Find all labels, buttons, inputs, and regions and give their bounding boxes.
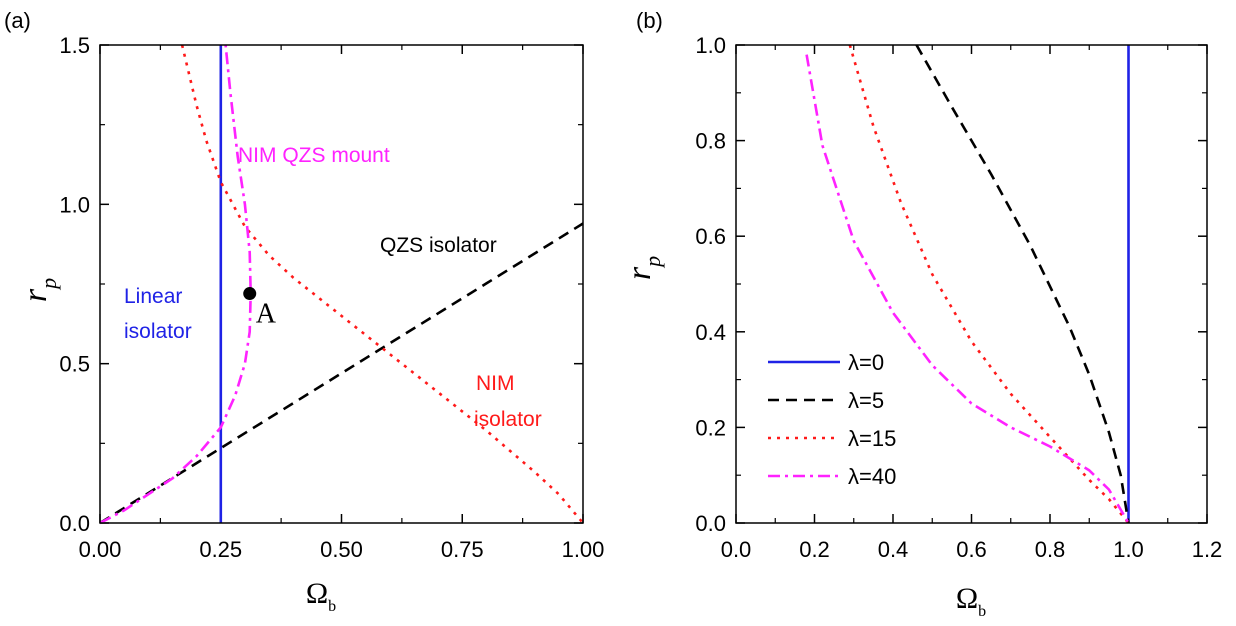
panel-b-x-tick-label: 0.8	[1035, 537, 1066, 562]
panel-a-y-tick-label: 1.0	[59, 192, 90, 217]
panel-b-y-tick-label: 0.2	[695, 415, 726, 440]
svg-text:Ωb: Ωb	[956, 582, 986, 620]
panel-b-ticks: 0.0 0.2 0.4 0.6 0.8 1.0 1.2 0.0 0.2 0.4 0.6 0.8 1.0	[695, 33, 1222, 562]
panel-b-x-tick-label: 0.0	[721, 537, 752, 562]
panel-a-x-tick-label: 0.50	[320, 537, 363, 562]
panel-b-x-tick-label: 0.2	[799, 537, 830, 562]
panel-b-y-axis-label-main: r	[621, 266, 658, 280]
panel-b-x-tick-label: 1.2	[1192, 537, 1223, 562]
panel-a-y-tick-label: 1.5	[59, 33, 90, 58]
panel-a: (a) 0.00 0.25 0.50 0.75 1.00 0.0 0.5 1.0 1.5 A N…	[4, 8, 604, 615]
legend-label: λ=0	[848, 350, 884, 375]
panel-a-annotation-linear-1: Linear	[124, 285, 182, 308]
panel-b-x-axis-label-sub: b	[978, 603, 986, 620]
panel-a-annotation-nimqzs: NIM QZS mount	[238, 144, 390, 167]
panel-b-x-tick-label: 0.4	[878, 537, 909, 562]
panel-a-x-axis-label: Ωb	[306, 577, 336, 615]
panel-a-ticks: 0.00 0.25 0.50 0.75 1.00 0.0 0.5 1.0 1.5	[59, 33, 604, 562]
panel-b-series-lambda-3	[805, 54, 1130, 524]
panel-b: (b) 0.0 0.2 0.4 0.6 0.8 1.0 1.2 0.0 0.2 0.4 0.6 0.8…	[621, 8, 1222, 620]
panel-b-y-tick-label: 0.6	[695, 224, 726, 249]
panel-a-annotation-qzs: QZS isolator	[380, 234, 497, 257]
panel-b-series-lambda-1	[915, 44, 1130, 524]
point-a-label: A	[256, 299, 277, 330]
panel-b-x-axis-label: Ωb	[956, 582, 986, 620]
panel-b-y-tick-label: 0.4	[695, 320, 726, 345]
panel-a-annotation-nim-2: isolator	[474, 408, 542, 431]
panel-a-y-axis-label-main: r	[17, 288, 54, 302]
panel-b-x-axis-label-main: Ω	[956, 582, 978, 615]
legend-label: λ=5	[848, 388, 884, 413]
panel-a-label: (a)	[4, 8, 31, 33]
panel-a-y-axis-label-sub: p	[36, 278, 61, 291]
panel-a-x-tick-label: 0.00	[79, 537, 122, 562]
panel-b-y-tick-label: 0.8	[695, 129, 726, 154]
panel-a-annotation-nim-1: NIM	[476, 372, 515, 395]
panel-b-legend: λ=0 λ=5 λ=15 λ=40	[768, 350, 896, 489]
panel-b-label: (b)	[636, 8, 663, 33]
panel-b-y-tick-label: 1.0	[695, 33, 726, 58]
panel-a-x-axis-label-sub: b	[328, 598, 336, 615]
legend-label: λ=40	[848, 464, 896, 489]
legend-label: λ=15	[848, 426, 896, 451]
panel-a-series-nim	[180, 44, 584, 524]
panel-b-y-tick-label: 0.0	[695, 511, 726, 536]
panel-a-x-axis-label-main: Ω	[306, 577, 328, 610]
panel-b-x-tick-label: 1.0	[1113, 537, 1144, 562]
panel-a-x-tick-label: 0.25	[199, 537, 242, 562]
panel-a-series-nimqzs	[99, 44, 252, 525]
panel-b-y-axis-label: rp	[621, 256, 665, 280]
panel-a-series-qzs	[99, 222, 584, 525]
panel-a-frame	[99, 44, 584, 524]
panel-a-y-tick-label: 0.0	[59, 511, 90, 536]
panel-a-y-tick-label: 0.5	[59, 352, 90, 377]
svg-text:rp: rp	[17, 278, 61, 302]
panel-a-x-tick-label: 0.75	[441, 537, 484, 562]
panel-b-y-axis-label-sub: p	[640, 256, 665, 269]
svg-text:rp: rp	[621, 256, 665, 280]
point-a-marker	[243, 287, 257, 301]
panel-a-x-tick-label: 1.00	[562, 537, 605, 562]
svg-text:Ωb: Ωb	[306, 577, 336, 615]
panel-b-frame	[735, 44, 1208, 524]
panel-b-x-tick-label: 0.6	[956, 537, 987, 562]
panel-b-series-lambda-2	[848, 44, 1130, 524]
panel-a-y-axis-label: rp	[17, 278, 61, 302]
panel-a-series: A	[99, 44, 584, 525]
panel-a-annotation-linear-2: isolator	[124, 320, 192, 343]
panel-b-series	[805, 44, 1130, 524]
